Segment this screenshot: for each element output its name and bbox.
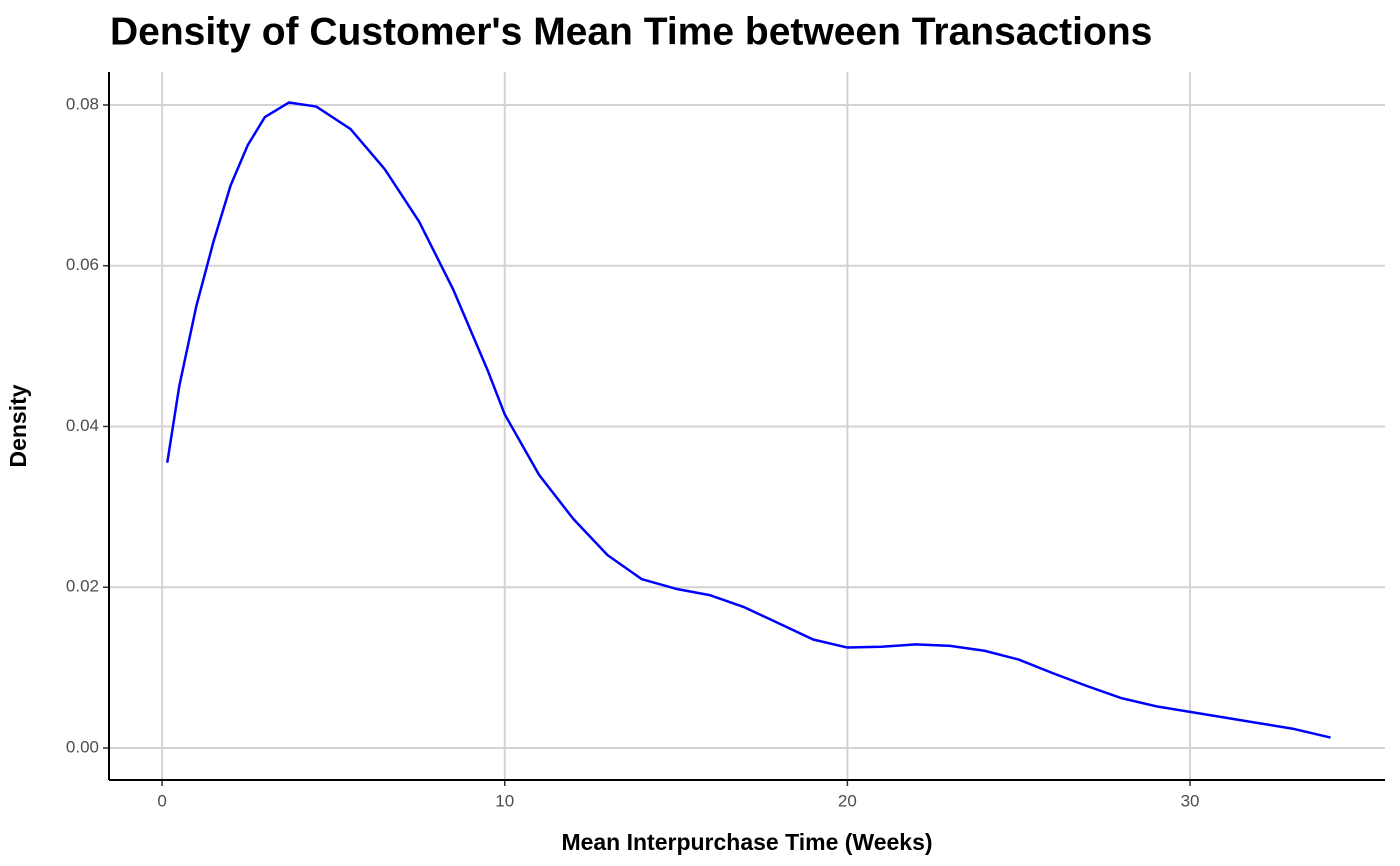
y-tick-label: 0.04 bbox=[66, 416, 99, 435]
x-tick-label: 20 bbox=[838, 791, 857, 810]
y-tick-label: 0.02 bbox=[66, 577, 99, 596]
x-tick-label: 10 bbox=[495, 791, 514, 810]
chart-title: Density of Customer's Mean Time between … bbox=[110, 10, 1152, 53]
y-tick-label: 0.06 bbox=[66, 255, 99, 274]
y-tick-label: 0.08 bbox=[66, 94, 99, 113]
x-axis-title: Mean Interpurchase Time (Weeks) bbox=[561, 829, 932, 855]
x-tick-label: 0 bbox=[157, 791, 166, 810]
y-tick-label: 0.00 bbox=[66, 737, 99, 756]
y-axis-title: Density bbox=[5, 384, 31, 467]
x-tick-label: 30 bbox=[1181, 791, 1200, 810]
density-line bbox=[166, 101, 1331, 739]
